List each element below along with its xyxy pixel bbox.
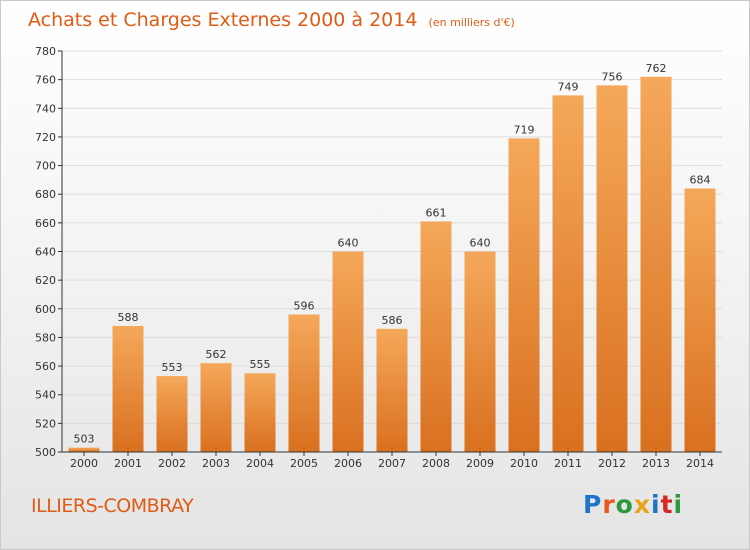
- data-label: 555: [250, 358, 271, 371]
- data-label: 553: [162, 361, 183, 374]
- unit-text: (en milliers d'€): [428, 16, 515, 29]
- y-tick-label: 540: [35, 389, 56, 402]
- x-tick-label: 2000: [70, 457, 98, 470]
- data-label: 588: [118, 311, 139, 324]
- y-tick-label: 700: [35, 160, 56, 173]
- bar: [376, 328, 408, 452]
- bar: [640, 76, 672, 453]
- x-tick-label: 2004: [246, 457, 274, 470]
- x-tick-label: 2003: [202, 457, 230, 470]
- y-tick-label: 620: [35, 274, 56, 287]
- bar: [200, 363, 232, 452]
- y-tick-label: 600: [35, 303, 56, 316]
- x-tick-label: 2011: [554, 457, 582, 470]
- chart-title: Achats et Charges Externes 2000 à 2014 (…: [28, 9, 515, 31]
- y-tick-label: 660: [35, 217, 56, 230]
- bar: [508, 138, 540, 452]
- y-tick-label: 640: [35, 246, 56, 259]
- x-tick-label: 2007: [378, 457, 406, 470]
- x-tick-label: 2005: [290, 457, 318, 470]
- proxiti-logo: Proxiti: [583, 490, 683, 519]
- data-label: 640: [470, 237, 491, 250]
- x-tick-label: 2010: [510, 457, 538, 470]
- data-label: 762: [646, 62, 667, 75]
- logo-letter: P: [583, 490, 603, 519]
- y-tick-label: 580: [35, 331, 56, 344]
- place-name: ILLIERS-COMBRAY: [31, 495, 194, 517]
- bar: [596, 85, 628, 452]
- title-text: Achats et Charges Externes 2000 à 2014: [28, 9, 418, 31]
- data-label: 684: [690, 173, 711, 186]
- data-label: 661: [426, 206, 447, 219]
- data-label: 719: [514, 123, 535, 136]
- x-tick-label: 2014: [686, 457, 714, 470]
- bar: [112, 325, 144, 452]
- bar: [68, 447, 100, 452]
- bar: [420, 221, 452, 452]
- data-label: 596: [294, 300, 315, 313]
- bar: [332, 251, 364, 452]
- logo-letter: i: [651, 490, 661, 519]
- logo-letter: x: [633, 490, 651, 519]
- x-tick-label: 2008: [422, 457, 450, 470]
- x-tick-label: 2013: [642, 457, 670, 470]
- y-tick-label: 520: [35, 417, 56, 430]
- logo-letter: r: [602, 490, 616, 519]
- data-label: 503: [74, 433, 95, 446]
- data-label: 586: [382, 314, 403, 327]
- logo-letter: i: [673, 490, 684, 519]
- bar: [684, 188, 716, 452]
- y-tick-label: 500: [35, 446, 56, 459]
- x-tick-label: 2002: [158, 457, 186, 470]
- logo-letter: o: [615, 490, 634, 519]
- x-tick-label: 2009: [466, 457, 494, 470]
- bar: [288, 314, 320, 452]
- y-tick-label: 740: [35, 102, 56, 115]
- y-tick-label: 680: [35, 188, 56, 201]
- data-label: 749: [558, 80, 579, 93]
- y-tick-label: 560: [35, 360, 56, 373]
- data-label: 756: [602, 70, 623, 83]
- data-label: 562: [206, 348, 227, 361]
- bar: [464, 251, 496, 452]
- logo-letter: t: [660, 490, 674, 519]
- y-tick-label: 760: [35, 74, 56, 87]
- x-tick-label: 2012: [598, 457, 626, 470]
- y-tick-label: 780: [35, 45, 56, 58]
- bar: [244, 373, 276, 452]
- bar: [552, 95, 584, 453]
- x-tick-label: 2001: [114, 457, 142, 470]
- x-tick-label: 2006: [334, 457, 362, 470]
- y-tick-label: 720: [35, 131, 56, 144]
- bar: [156, 376, 188, 452]
- data-label: 640: [338, 237, 359, 250]
